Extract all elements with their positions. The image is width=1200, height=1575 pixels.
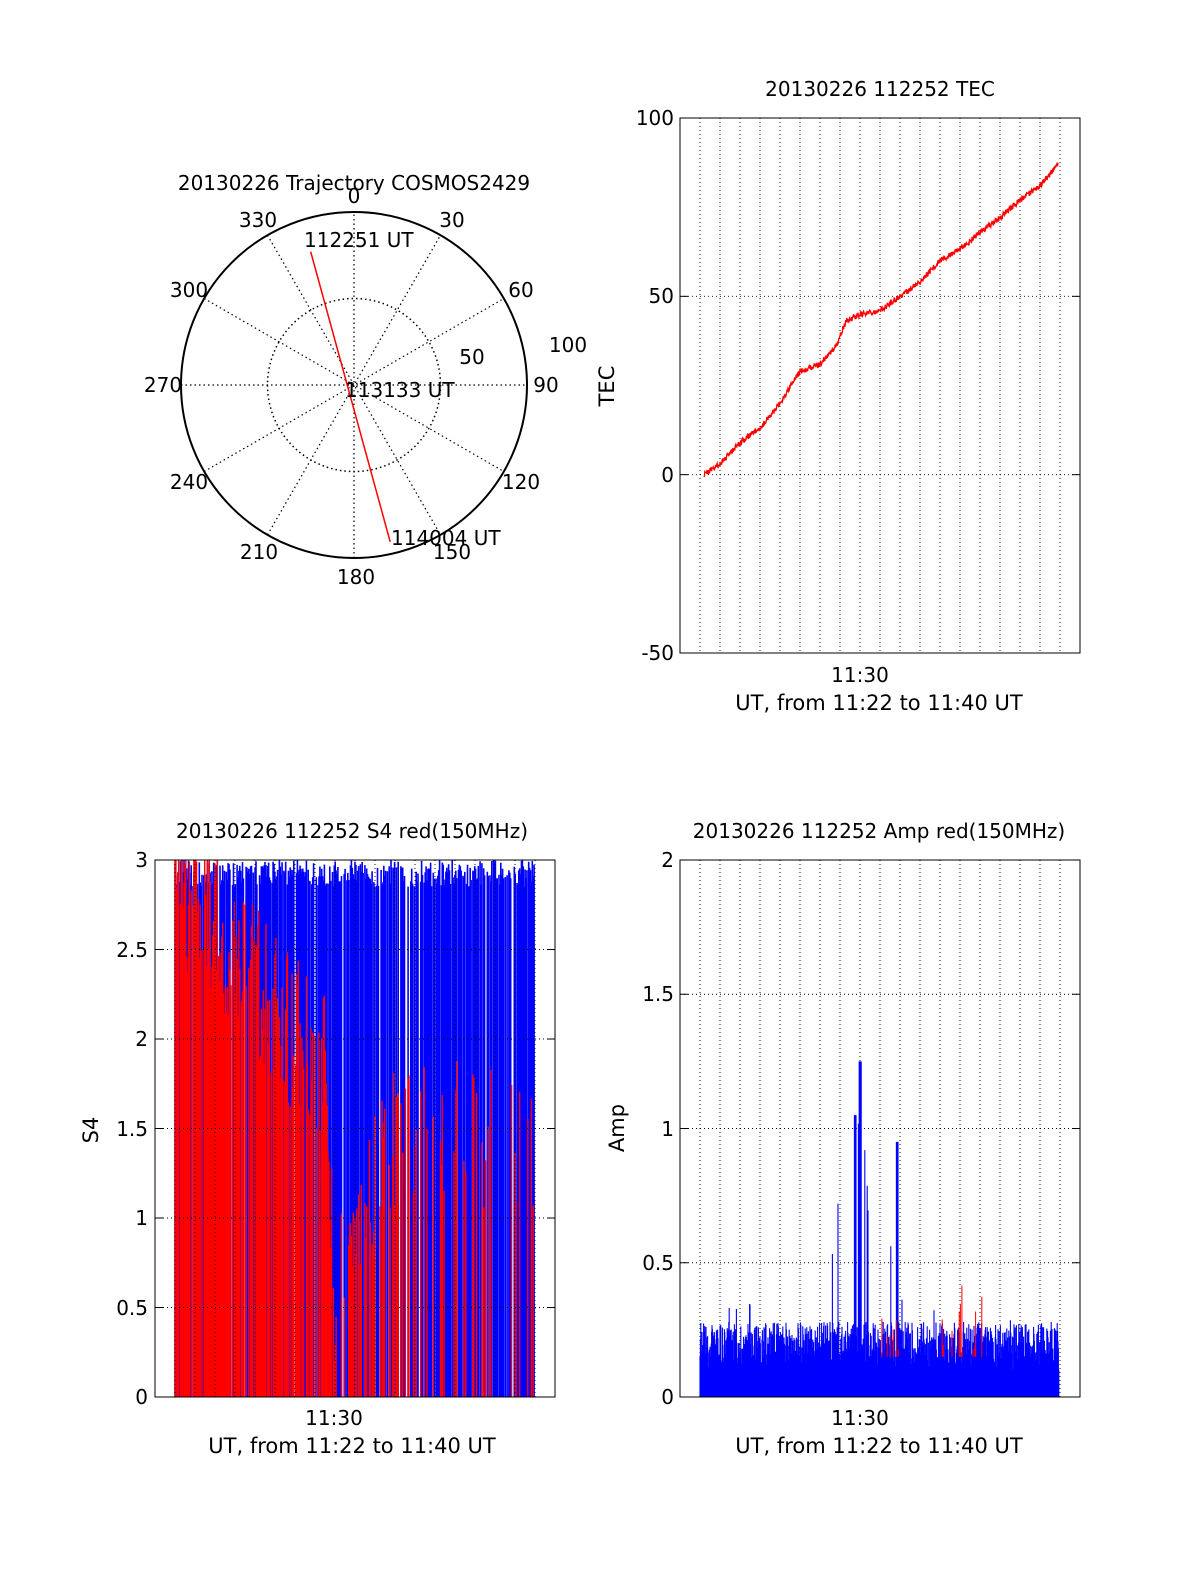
s4-grid <box>155 860 555 1397</box>
amp-grid <box>680 860 1080 1397</box>
tec-series-line <box>703 162 1059 478</box>
s4-ytick-2-5: 2.5 <box>116 938 148 962</box>
tec-xtick-1130: 11:30 <box>831 663 889 687</box>
polar-trajectory-panel: 20130226 Trajectory COSMOS2429 0 30 60 9… <box>144 171 587 589</box>
s4-ytick-2: 2 <box>135 1027 148 1051</box>
polar-grid <box>181 212 527 558</box>
amp-plot-area <box>679 859 1081 1398</box>
az-label-210: 210 <box>240 540 278 564</box>
az-label-120: 120 <box>502 470 540 494</box>
polar-spoke-60 <box>203 297 505 473</box>
amp-ylabel: Amp <box>605 1104 629 1152</box>
amp-xlabel: UT, from 11:22 to 11:40 UT <box>735 1434 1023 1458</box>
amp-title: 20130226 112252 Amp red(150MHz) <box>693 819 1065 843</box>
polar-spoke-30 <box>266 234 442 536</box>
amp-ytick-2: 2 <box>661 848 674 872</box>
tec-panel: 20130226 112252 TEC -50 0 50 100 11:30 U… <box>595 77 1081 715</box>
az-label-0: 0 <box>348 184 361 208</box>
amp-ytick-1: 1 <box>661 1117 674 1141</box>
az-label-180: 180 <box>337 565 375 589</box>
amp-y-ticks: 0 0.5 1 1.5 2 <box>642 848 674 1409</box>
az-label-330: 330 <box>239 208 277 232</box>
s4-title: 20130226 112252 S4 red(150MHz) <box>176 819 528 843</box>
amp-ytick-0-5: 0.5 <box>642 1251 674 1275</box>
s4-panel: 20130226 112252 S4 red(150MHz) 0 0.5 1 1… <box>79 819 556 1458</box>
s4-plot-area <box>154 859 556 1398</box>
amp-ytick-1-5: 1.5 <box>642 982 674 1006</box>
s4-ytick-1-5: 1.5 <box>116 1117 148 1141</box>
s4-ylabel: S4 <box>79 1117 103 1144</box>
az-label-90: 90 <box>533 373 558 397</box>
amp-red-series <box>881 1285 983 1357</box>
az-label-30: 30 <box>439 208 464 232</box>
radial-label-100: 100 <box>549 333 587 357</box>
tec-ytick-0: 0 <box>661 463 674 487</box>
s4-xlabel: UT, from 11:22 to 11:40 UT <box>208 1434 496 1458</box>
polar-spoke-150 <box>266 234 442 536</box>
az-label-150: 150 <box>433 540 471 564</box>
s4-ytick-0-5: 0.5 <box>116 1296 148 1320</box>
s4-y-ticks: 0 0.5 1 1.5 2 2.5 3 <box>116 848 148 1409</box>
radial-label-50: 50 <box>459 345 484 369</box>
annotation-mid-time: 113133 UT <box>345 378 455 402</box>
tec-ytick-neg50: -50 <box>641 641 674 665</box>
trajectory-line <box>309 251 391 542</box>
amp-marks <box>699 1061 1060 1397</box>
amp-panel: 20130226 112252 Amp red(150MHz) 0 0.5 1 … <box>605 819 1081 1458</box>
polar-title: 20130226 Trajectory COSMOS2429 <box>178 171 530 195</box>
amp-blue-series <box>699 1061 1060 1397</box>
az-label-60: 60 <box>508 278 533 302</box>
tec-marks <box>703 162 1059 478</box>
tec-y-ticks: -50 0 50 100 <box>636 106 674 665</box>
amp-ytick-0: 0 <box>661 1385 674 1409</box>
polar-azimuth-labels: 0 30 60 90 120 150 180 210 240 270 300 3… <box>144 184 559 589</box>
az-label-300: 300 <box>170 278 208 302</box>
annotation-end-time: 114004 UT <box>391 526 501 550</box>
s4-ytick-1: 1 <box>135 1206 148 1230</box>
s4-xtick-1130: 11:30 <box>305 1406 363 1430</box>
tec-ytick-50: 50 <box>649 284 674 308</box>
tec-ylabel: TEC <box>595 366 619 408</box>
tec-ytick-100: 100 <box>636 106 674 130</box>
tec-xlabel: UT, from 11:22 to 11:40 UT <box>735 691 1023 715</box>
az-label-270: 270 <box>144 373 182 397</box>
polar-ring-50 <box>266 297 442 473</box>
tec-grid <box>680 118 1080 653</box>
polar-outer-circle <box>180 211 528 559</box>
s4-ytick-3: 3 <box>135 848 148 872</box>
amp-xtick-1130: 11:30 <box>831 1406 889 1430</box>
annotation-start-time: 112251 UT <box>304 228 414 252</box>
polar-spoke-120 <box>203 297 505 473</box>
az-label-240: 240 <box>170 470 208 494</box>
s4-ytick-0: 0 <box>135 1385 148 1409</box>
tec-title: 20130226 112252 TEC <box>765 77 995 101</box>
